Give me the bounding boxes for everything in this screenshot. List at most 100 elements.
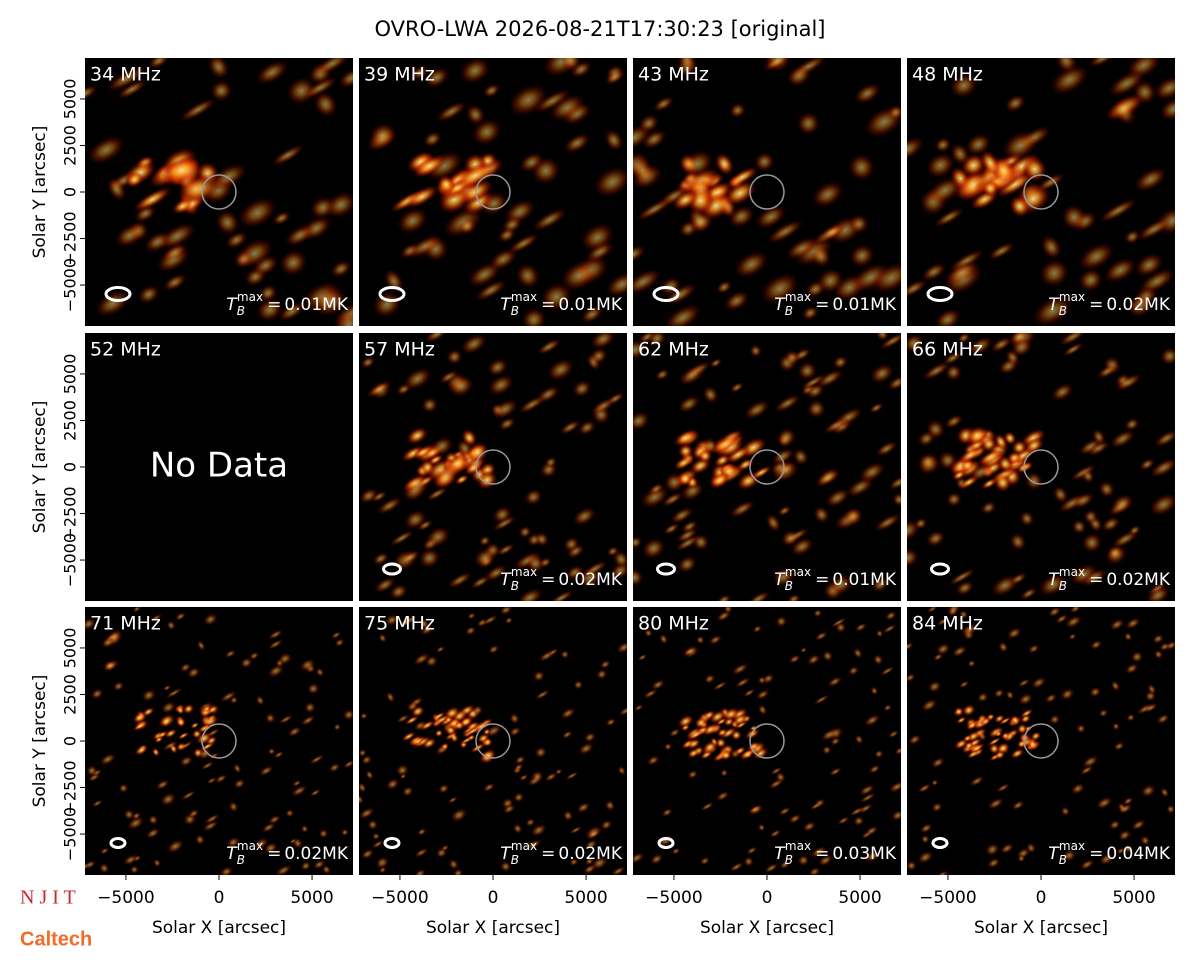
emission-blob	[874, 513, 901, 532]
emission-blob	[729, 382, 745, 393]
emission-blob	[1124, 229, 1141, 245]
emission-blob	[560, 650, 570, 659]
emission-blob	[302, 76, 338, 100]
emission-blob	[732, 713, 749, 727]
emission-blob	[882, 623, 897, 634]
emission-blob	[729, 500, 755, 518]
solar-limb	[475, 723, 511, 759]
emission-blob	[764, 862, 779, 874]
emission-blob	[438, 783, 450, 794]
emission-blob	[797, 361, 818, 381]
emission-blob	[488, 248, 518, 271]
tb-value: 0.02MK	[558, 570, 623, 590]
frequency-label: 84 MHz	[912, 613, 983, 635]
emission-blob	[1059, 333, 1087, 346]
emission-blob	[454, 720, 465, 731]
emission-blob	[600, 819, 613, 831]
emission-blob	[142, 707, 155, 717]
emission-blob	[987, 857, 1001, 869]
emission-blob	[875, 441, 898, 457]
emission-blob	[770, 766, 783, 776]
emission-blob	[659, 633, 669, 645]
emission-blob	[406, 426, 429, 445]
emission-blob	[1103, 257, 1137, 284]
emission-blob	[86, 765, 98, 777]
emission-blob	[869, 402, 884, 414]
emission-blob	[509, 726, 521, 737]
y-tick-label: 2500	[61, 125, 80, 166]
tb-sub: B	[511, 579, 519, 593]
y-tick-label: 2500	[61, 400, 80, 441]
emission-blob	[534, 689, 551, 700]
emission-blob	[197, 747, 212, 760]
emission-blob	[892, 492, 901, 507]
emission-blob	[874, 749, 884, 759]
emission-blob	[931, 779, 939, 786]
emission-blob	[497, 227, 517, 243]
emission-blob	[746, 846, 758, 855]
emission-blob	[1031, 676, 1047, 689]
emission-blob	[907, 136, 925, 162]
emission-blob	[969, 775, 985, 787]
tb-max-label: TBmax = 0.01MK	[226, 290, 349, 318]
emission-blob	[829, 574, 853, 595]
emission-blob	[399, 618, 411, 627]
x-tick-label: 5000	[1112, 888, 1155, 908]
beam	[104, 286, 132, 302]
emission-blob	[137, 284, 160, 304]
emission-blob	[533, 670, 545, 682]
emission-blob	[446, 348, 463, 365]
emission-blob	[1010, 748, 1025, 759]
emission-blob	[777, 427, 797, 447]
emission-blob	[1153, 649, 1164, 660]
emission-blob	[1006, 627, 1022, 640]
emission-blob	[333, 723, 341, 731]
emission-blob	[821, 223, 844, 241]
emission-blob	[210, 79, 233, 102]
y-tick-label: 0	[61, 462, 80, 472]
emission-blob	[1147, 683, 1157, 695]
emission-blob	[734, 250, 769, 279]
radio-image	[85, 58, 353, 326]
emission-blob	[395, 764, 409, 777]
emission-blob	[995, 171, 1035, 198]
emission-blob	[447, 571, 473, 589]
emission-blob	[994, 730, 1002, 738]
beam	[378, 286, 406, 302]
panel-background	[85, 333, 353, 601]
emission-blob	[883, 704, 892, 712]
emission-blob	[233, 763, 242, 774]
emission-blob	[416, 827, 427, 836]
emission-blob	[731, 663, 749, 676]
tb-sub: B	[237, 853, 245, 867]
emission-blob	[225, 231, 248, 249]
emission-blob	[633, 536, 643, 549]
emission-blob	[585, 241, 615, 263]
emission-blob	[760, 272, 800, 305]
emission-blob	[322, 864, 331, 875]
emission-blob	[661, 808, 673, 817]
emission-blob	[754, 204, 787, 230]
emission-blob	[403, 367, 432, 391]
emission-blob	[868, 764, 881, 774]
emission-blob	[652, 96, 675, 112]
emission-blob	[85, 617, 97, 631]
emission-blob	[546, 358, 575, 382]
x-tick-label: −5000	[97, 888, 155, 908]
emission-blob	[255, 695, 265, 706]
emission-blob	[422, 737, 437, 749]
emission-blob	[214, 774, 228, 784]
emission-blob	[801, 305, 819, 321]
emission-blob	[1131, 819, 1146, 831]
emission-blob	[482, 83, 501, 98]
solar-limb	[1023, 174, 1059, 210]
beam	[652, 286, 680, 302]
solar-limb	[1023, 723, 1059, 759]
emission-blob	[858, 461, 886, 483]
emission-blob	[879, 333, 901, 350]
emission-blob	[385, 778, 400, 791]
emission-blob	[875, 333, 889, 342]
emission-blob	[774, 394, 801, 413]
emission-blob	[440, 742, 450, 751]
tb-equals: =	[815, 570, 829, 590]
